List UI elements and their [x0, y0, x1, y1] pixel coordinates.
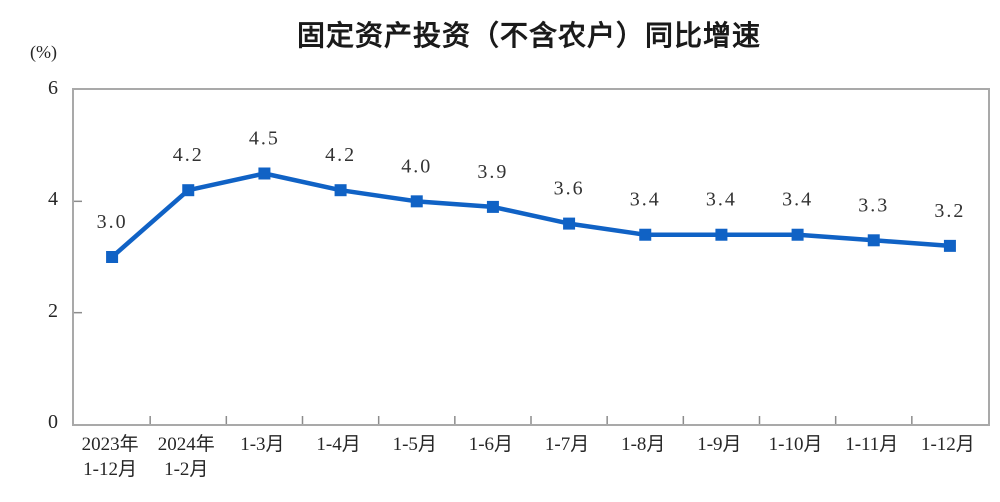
x-tick-label: 2024年 1-2月: [134, 432, 238, 482]
data-point-label: 3.0: [97, 211, 128, 233]
x-tick-label-line: 1-3月: [240, 434, 285, 455]
data-point-label: 4.0: [401, 155, 432, 177]
x-tick-label-line: 1-12月: [920, 434, 975, 455]
x-tick-label-line: 1-9月: [697, 434, 742, 455]
x-tick-label: 1-3月: [210, 432, 314, 457]
chart-title: 固定资产投资（不含农户）同比增速: [296, 20, 761, 51]
line-series: [109, 171, 953, 260]
y-tick-label: 6: [48, 77, 58, 99]
y-tick-label: 4: [48, 188, 58, 211]
data-point-label: 3.4: [782, 189, 813, 211]
x-tick-label: 1-12月: [896, 432, 1000, 457]
x-tick-label: 1-9月: [667, 432, 771, 457]
plot-area: 3.0 4.2 4.5 4.2 4.0 3.9 3.6 3.4 3.4 3.4 3.3 3.2: [72, 88, 990, 426]
y-tick-label: 0: [48, 411, 58, 433]
x-tick-label: 1-7月: [515, 432, 619, 457]
x-tick-label: 1-5月: [363, 432, 467, 457]
data-point-marker: [258, 167, 271, 180]
x-tick-label: 1-11月: [820, 432, 924, 457]
x-tick-label-line: 1-12月: [83, 459, 137, 480]
data-point-marker: [486, 200, 499, 213]
data-point-marker: [943, 239, 956, 252]
x-tick-label-line: 1-11月: [845, 434, 899, 455]
data-point-marker: [182, 184, 195, 197]
x-tick-label: 1-4月: [287, 432, 391, 457]
line-chart-canvas: 3.0 4.2 4.5 4.2 4.0 3.9 3.6 3.4 3.4 3.4 3.3 3.2: [74, 128, 965, 424]
x-tick-label-line: 1-6月: [468, 434, 514, 455]
x-tick-label-line: 1-5月: [392, 434, 437, 455]
data-point-label: 3.2: [934, 200, 965, 222]
data-point-label: 4.5: [249, 128, 280, 150]
data-point-marker: [334, 184, 347, 197]
data-point-label: 4.2: [325, 144, 356, 166]
data-point-label: 3.4: [630, 189, 661, 211]
data-point-marker: [106, 251, 119, 263]
x-tick-label: 1-10月: [744, 432, 848, 457]
y-axis-unit-label: (%): [30, 42, 57, 62]
data-point-marker: [791, 228, 804, 241]
x-tick-label-line: 1-8月: [621, 434, 666, 455]
data-point-marker: [410, 195, 423, 208]
data-point-marker: [867, 234, 880, 247]
data-point-label: 3.6: [554, 178, 585, 200]
data-point-label: 3.3: [858, 194, 889, 216]
data-point-marker: [563, 217, 576, 230]
data-point-label: 3.4: [706, 189, 737, 211]
data-point-marker: [639, 228, 652, 241]
x-tick-label-line: 1-7月: [544, 434, 590, 455]
data-point-label: 4.2: [173, 144, 204, 166]
data-point-label: 3.9: [477, 161, 508, 183]
x-tick-label-line: 2023年: [81, 434, 139, 455]
x-tick-label-line: 1-4月: [316, 434, 361, 455]
x-tick-label: 1-6月: [439, 432, 543, 457]
x-tick-label-line: 1-10月: [768, 434, 823, 455]
x-tick-label-line: 2024年: [157, 434, 215, 455]
x-tick-label: 1-8月: [591, 432, 695, 457]
x-tick-label: 2023年 1-12月: [58, 432, 162, 482]
x-tick-label-line: 1-2月: [164, 459, 209, 480]
data-point-marker: [715, 228, 728, 241]
y-tick-label: 2: [48, 299, 58, 322]
